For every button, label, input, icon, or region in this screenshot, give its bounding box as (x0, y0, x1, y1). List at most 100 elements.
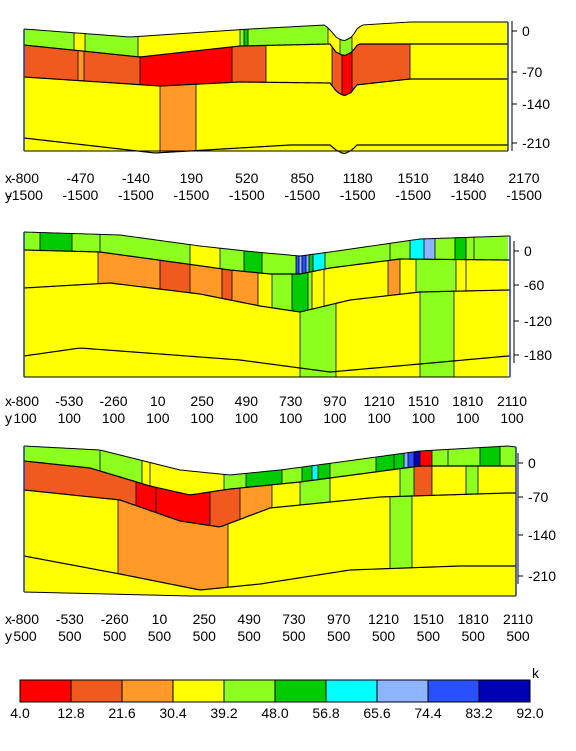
section-2-y-value-label: 100 (235, 410, 259, 426)
section-3-x-tick-label: 730 (282, 611, 306, 627)
section-3-layer-1-cell-6 (246, 469, 282, 488)
legend-tick-label: 74.4 (414, 705, 441, 721)
section-2-layer-3-cell-4 (420, 291, 454, 364)
section-3-layer-1-cell-4 (150, 462, 224, 495)
section-3-layer-4-cell-1 (24, 556, 516, 596)
section-2-layer-4-cell-5 (454, 356, 508, 377)
section-2-x-tick-label: 970 (323, 393, 347, 409)
section-2-layer-2-cell-1 (24, 250, 98, 288)
legend-swatch (223, 679, 276, 703)
section-3-y-label: y (5, 628, 12, 644)
section-2-top-surface (23, 231, 511, 257)
section-2-layer-2-cell-5 (222, 268, 232, 301)
section-2-layer-4-cell-3 (336, 364, 420, 377)
section-2 (23, 231, 519, 378)
section-1-layer-2-cell-6 (266, 44, 332, 86)
section-2-x-tick-label: 490 (235, 393, 259, 409)
section-3-layer-2-cell-13 (478, 466, 516, 494)
section-1-layer-1-cell-3 (85, 33, 138, 57)
section-3-layer-2-cell-2 (136, 481, 156, 513)
section-2-layer-1-cell-15 (325, 243, 390, 269)
section-2-y-tick-label: 0 (524, 243, 532, 259)
section-2-y-value-label: 100 (500, 410, 524, 426)
section-2-x-tick-label: 10 (150, 393, 166, 409)
section-3-layer-3-cell-3 (228, 496, 390, 588)
section-2-y-value-label: 100 (456, 410, 480, 426)
section-2-y-value-label: 100 (58, 410, 82, 426)
section-2-x-tick-label: 730 (279, 393, 303, 409)
section-3-interface-3 (23, 555, 516, 591)
section-2-x-tick-label: 1810 (452, 393, 483, 409)
section-2-layer-1-cell-18 (424, 238, 435, 260)
legend-swatch (172, 679, 225, 703)
section-2-layer-4-cell-2 (300, 368, 336, 377)
section-1-x-tick-label: 1840 (453, 170, 484, 186)
section-1-y-value-label: -1500 (118, 187, 154, 203)
section-3-y-value-label: 500 (462, 628, 486, 644)
section-3-x-tick-label: 2110 (503, 611, 533, 627)
section-1-layer-3-cell-2 (160, 84, 196, 153)
section-3-layer-1-cell-14 (404, 452, 408, 469)
section-2-interface-2 (23, 282, 511, 313)
section-3-y-value-label: 500 (506, 628, 530, 644)
section-3-layer-2-cell-12 (466, 466, 478, 495)
section-2-layer-1-cell-14 (313, 252, 325, 272)
section-2-x-tick-label: -530 (55, 393, 83, 409)
section-1-layer-1-cell-4 (138, 29, 240, 57)
section-2-y-label: y (5, 410, 12, 426)
section-3-layer-3-cell-4 (390, 496, 412, 569)
legend-tick-label: 92.0 (516, 705, 543, 721)
section-2-y-value-label: 100 (102, 410, 126, 426)
section-3-layer-2-cell-6 (272, 482, 300, 508)
section-1-layer-2-cell-7 (332, 46, 342, 95)
section-3-layer-1-cell-13 (394, 453, 404, 470)
section-1-y-value-label: -1500 (395, 187, 431, 203)
section-2-layer-1-cell-22 (474, 236, 508, 260)
section-3-layer-1-cell-19 (448, 447, 480, 466)
section-2-y-value-label: 100 (190, 410, 214, 426)
section-1-x-tick-label: 520 (235, 170, 259, 186)
section-1-y-value-label: -1500 (340, 187, 376, 203)
section-2-layer-1-cell-11 (302, 255, 306, 274)
section-2-layer-1-cell-8 (262, 252, 296, 274)
legend-swatch (19, 679, 72, 703)
section-3-layer-1-cell-16 (414, 451, 420, 467)
section-3-y-tick-label: 0 (528, 455, 536, 471)
section-2-layer-2-cell-6 (232, 270, 258, 306)
section-2-layer-2-cell-17 (466, 259, 508, 291)
section-3-layer-1-cell-21 (500, 446, 516, 466)
section-2-layer-3-cell-3 (336, 292, 420, 372)
section-3-interface-2 (23, 489, 516, 528)
section-3-layer-2-cell-9 (400, 466, 414, 497)
section-2-layer-1-cell-16 (390, 240, 410, 261)
section-3-y-value-label: 500 (13, 628, 37, 644)
section-1-x-tick-label: -470 (66, 170, 94, 186)
section-3-layer-2-cell-1 (24, 461, 136, 506)
section-1-layer-1-cell-7 (248, 25, 328, 46)
section-1-y-tick-label: 0 (522, 23, 530, 39)
section-2-layer-1-cell-10 (299, 255, 302, 274)
section-3-x-tick-label: 1510 (413, 611, 444, 627)
section-3-layer-2-cell-4 (210, 488, 240, 527)
section-3-y-value-label: 500 (103, 628, 127, 644)
section-2-layer-1-cell-20 (455, 237, 466, 260)
section-1-top-surface (23, 21, 508, 42)
section-2-layer-1-cell-12 (306, 254, 309, 273)
section-3-y-tick-label: -140 (528, 527, 556, 543)
section-1-y-value-label: -1500 (506, 187, 542, 203)
section-1-layer-3-cell-1 (24, 77, 160, 153)
section-2-layer-1-cell-21 (466, 237, 474, 260)
section-1-y-label: y (5, 187, 12, 203)
section-2-x-tick-label: 250 (190, 393, 214, 409)
section-2-y-value-label: 100 (368, 410, 392, 426)
section-3-layer-1-cell-12 (376, 454, 394, 472)
section-2-layer-1-cell-6 (220, 248, 244, 272)
legend-swatch (274, 679, 327, 703)
section-3 (23, 445, 523, 597)
section-1-y-value-label: -1500 (284, 187, 320, 203)
section-1-layer-2-cell-1 (24, 45, 78, 81)
section-3-layer-1-cell-1 (24, 446, 100, 471)
section-2-x-label: x (5, 393, 12, 409)
section-1-layer-1-cell-5 (240, 29, 244, 46)
section-2-y-value-label: 100 (13, 410, 37, 426)
